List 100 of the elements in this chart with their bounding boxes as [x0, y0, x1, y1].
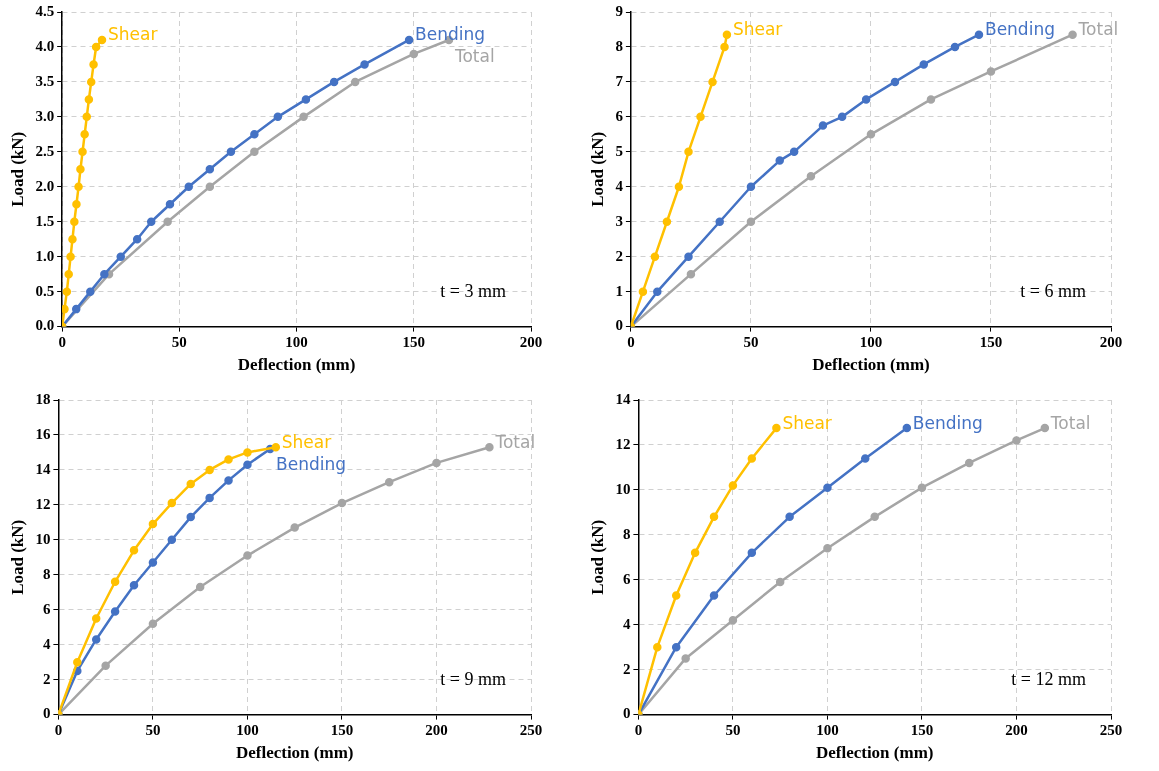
point — [86, 287, 95, 296]
y-tick-label: 2.0 — [35, 177, 55, 194]
point — [110, 607, 120, 616]
point — [823, 544, 832, 553]
point — [671, 591, 681, 600]
point — [89, 60, 98, 69]
point — [728, 481, 738, 490]
point — [250, 130, 259, 139]
point — [82, 112, 92, 122]
point — [485, 442, 494, 452]
y-tick-label: 4 — [622, 615, 631, 632]
point — [964, 458, 974, 468]
y-tick-label: 0 — [615, 317, 623, 334]
point — [686, 269, 696, 279]
x-axis-title: Deflection (mm) — [815, 743, 934, 763]
x-tick-label: 150 — [910, 722, 934, 739]
point — [243, 460, 252, 469]
point — [818, 121, 828, 130]
point — [110, 577, 120, 587]
point — [432, 458, 441, 468]
y-tick-label: 0 — [42, 705, 51, 722]
y-tick-label: 0 — [622, 705, 631, 722]
point — [747, 454, 757, 463]
point — [638, 287, 648, 296]
series-label: Total — [1049, 412, 1091, 433]
point — [195, 582, 205, 592]
point — [1012, 436, 1021, 445]
point — [163, 217, 172, 226]
y-tick-label: 3.0 — [35, 107, 55, 124]
point — [205, 465, 214, 475]
y-axis-title: Load (kN) — [7, 131, 27, 207]
point — [186, 512, 195, 522]
point — [890, 77, 900, 87]
y-axis-title: Load (kN) — [587, 131, 607, 207]
y-tick-label: 2 — [622, 660, 631, 677]
y-tick-label: 12 — [615, 435, 631, 452]
y-axis-title: Load (kN) — [587, 519, 607, 595]
point — [101, 661, 110, 670]
y-tick-label: 4 — [615, 177, 624, 194]
point — [1040, 423, 1050, 433]
series-label: Bending — [415, 24, 486, 45]
point — [84, 95, 94, 104]
point — [715, 217, 724, 226]
point — [167, 535, 177, 545]
point — [404, 35, 414, 45]
point — [72, 200, 81, 209]
point — [690, 548, 700, 558]
point — [950, 42, 960, 52]
x-axis-title: Deflection (mm) — [237, 355, 356, 375]
point — [148, 519, 158, 529]
y-tick-label: 0.5 — [35, 282, 55, 299]
point — [806, 172, 816, 181]
y-tick-label: 6 — [622, 570, 631, 587]
point — [681, 654, 690, 663]
annotation: t = 12 mm — [1011, 668, 1086, 689]
point — [747, 548, 757, 558]
series-label: Shear — [108, 24, 158, 45]
point — [78, 147, 87, 157]
x-tick-label: 150 — [330, 722, 354, 739]
point — [866, 130, 876, 139]
point — [91, 635, 101, 644]
point — [986, 67, 996, 76]
point — [409, 49, 419, 59]
y-tick-label: 1.5 — [35, 212, 55, 229]
point — [271, 442, 281, 452]
point — [205, 165, 215, 174]
point — [70, 217, 79, 226]
x-tick-label: 200 — [425, 722, 448, 739]
point — [74, 182, 83, 192]
point — [919, 60, 929, 69]
point — [329, 77, 339, 87]
point — [785, 512, 794, 522]
point — [273, 112, 283, 122]
x-tick-label: 100 — [816, 722, 839, 739]
x-axis-title: Deflection (mm) — [235, 743, 354, 763]
point — [708, 77, 717, 87]
y-tick-label: 7 — [615, 72, 624, 89]
annotation: t = 9 mm — [440, 668, 506, 689]
point — [974, 30, 984, 39]
point — [86, 77, 96, 87]
y-tick-label: 4 — [42, 635, 51, 652]
point — [71, 304, 81, 314]
point — [360, 60, 369, 69]
annotation: t = 6 mm — [1020, 280, 1086, 301]
x-tick-label: 50 — [725, 722, 741, 739]
point — [165, 200, 175, 209]
point — [62, 287, 72, 296]
x-tick-label: 100 — [285, 334, 308, 351]
series-label: Bending — [984, 19, 1055, 40]
point — [728, 615, 738, 625]
x-tick-label: 100 — [859, 334, 883, 351]
x-tick-label: 250 — [519, 722, 543, 739]
x-tick-label: 0 — [58, 334, 66, 351]
point — [775, 156, 784, 165]
series-label: Bending — [276, 453, 347, 474]
point — [167, 498, 177, 508]
point — [674, 182, 684, 192]
series-label: Total — [1077, 19, 1119, 40]
point — [129, 581, 139, 590]
point — [861, 95, 871, 104]
